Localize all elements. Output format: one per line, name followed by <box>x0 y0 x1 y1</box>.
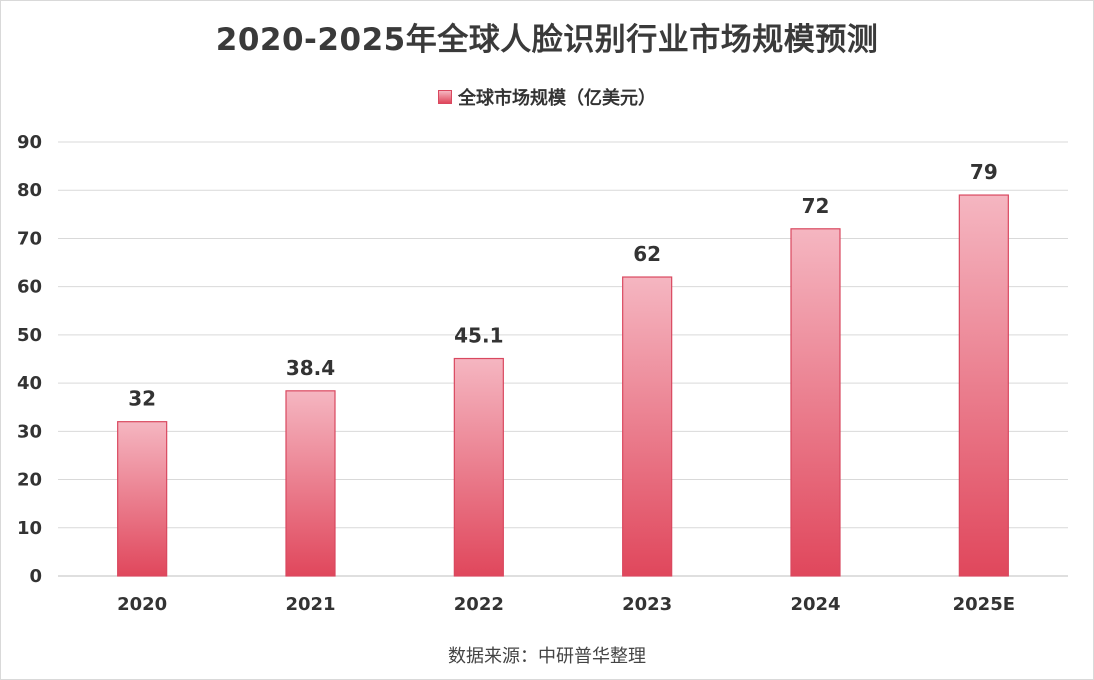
bar <box>622 276 673 577</box>
y-tick-label: 30 <box>17 421 42 442</box>
x-tick-label: 2022 <box>454 594 504 615</box>
source-note: 数据来源：中研普华整理 <box>448 646 646 667</box>
y-tick-label: 90 <box>17 132 42 153</box>
bars <box>117 194 1009 577</box>
x-tick-label: 2023 <box>622 594 672 615</box>
bar <box>285 390 336 577</box>
x-axis: 2020 2021 2022 2023 2024 2025E <box>117 594 1015 615</box>
chart-title: 2020-2025年全球人脸识别行业市场规模预测 <box>215 22 879 58</box>
data-label: 32 <box>128 387 156 411</box>
data-label: 38.4 <box>286 356 335 380</box>
x-tick-label: 2024 <box>790 594 840 615</box>
data-label: 79 <box>970 160 998 184</box>
y-tick-label: 20 <box>17 470 42 491</box>
x-tick-label: 2020 <box>117 594 167 615</box>
y-tick-label: 50 <box>17 325 42 346</box>
y-tick-label: 40 <box>17 373 42 394</box>
y-axis: 0 10 20 30 40 50 60 70 80 90 <box>17 132 42 587</box>
x-tick-label: 2025E <box>953 594 1015 615</box>
bar <box>958 194 1009 577</box>
y-tick-label: 60 <box>17 277 42 298</box>
data-label: 72 <box>802 194 830 218</box>
y-tick-label: 80 <box>17 180 42 201</box>
y-tick-label: 70 <box>17 228 42 249</box>
data-labels: 32 38.4 45.1 62 72 79 <box>128 160 998 411</box>
bar <box>117 421 168 577</box>
data-label: 45.1 <box>454 324 503 348</box>
legend-swatch <box>438 90 452 104</box>
y-tick-label: 10 <box>17 518 42 539</box>
legend: 全球市场规模（亿美元） <box>0 84 1094 110</box>
x-tick-label: 2021 <box>285 594 335 615</box>
y-tick-label: 0 <box>29 566 42 587</box>
data-label: 62 <box>633 242 661 266</box>
gridlines <box>58 141 1068 577</box>
bar <box>790 228 841 577</box>
legend-label: 全球市场规模（亿美元） <box>458 88 656 109</box>
bar <box>453 357 504 577</box>
